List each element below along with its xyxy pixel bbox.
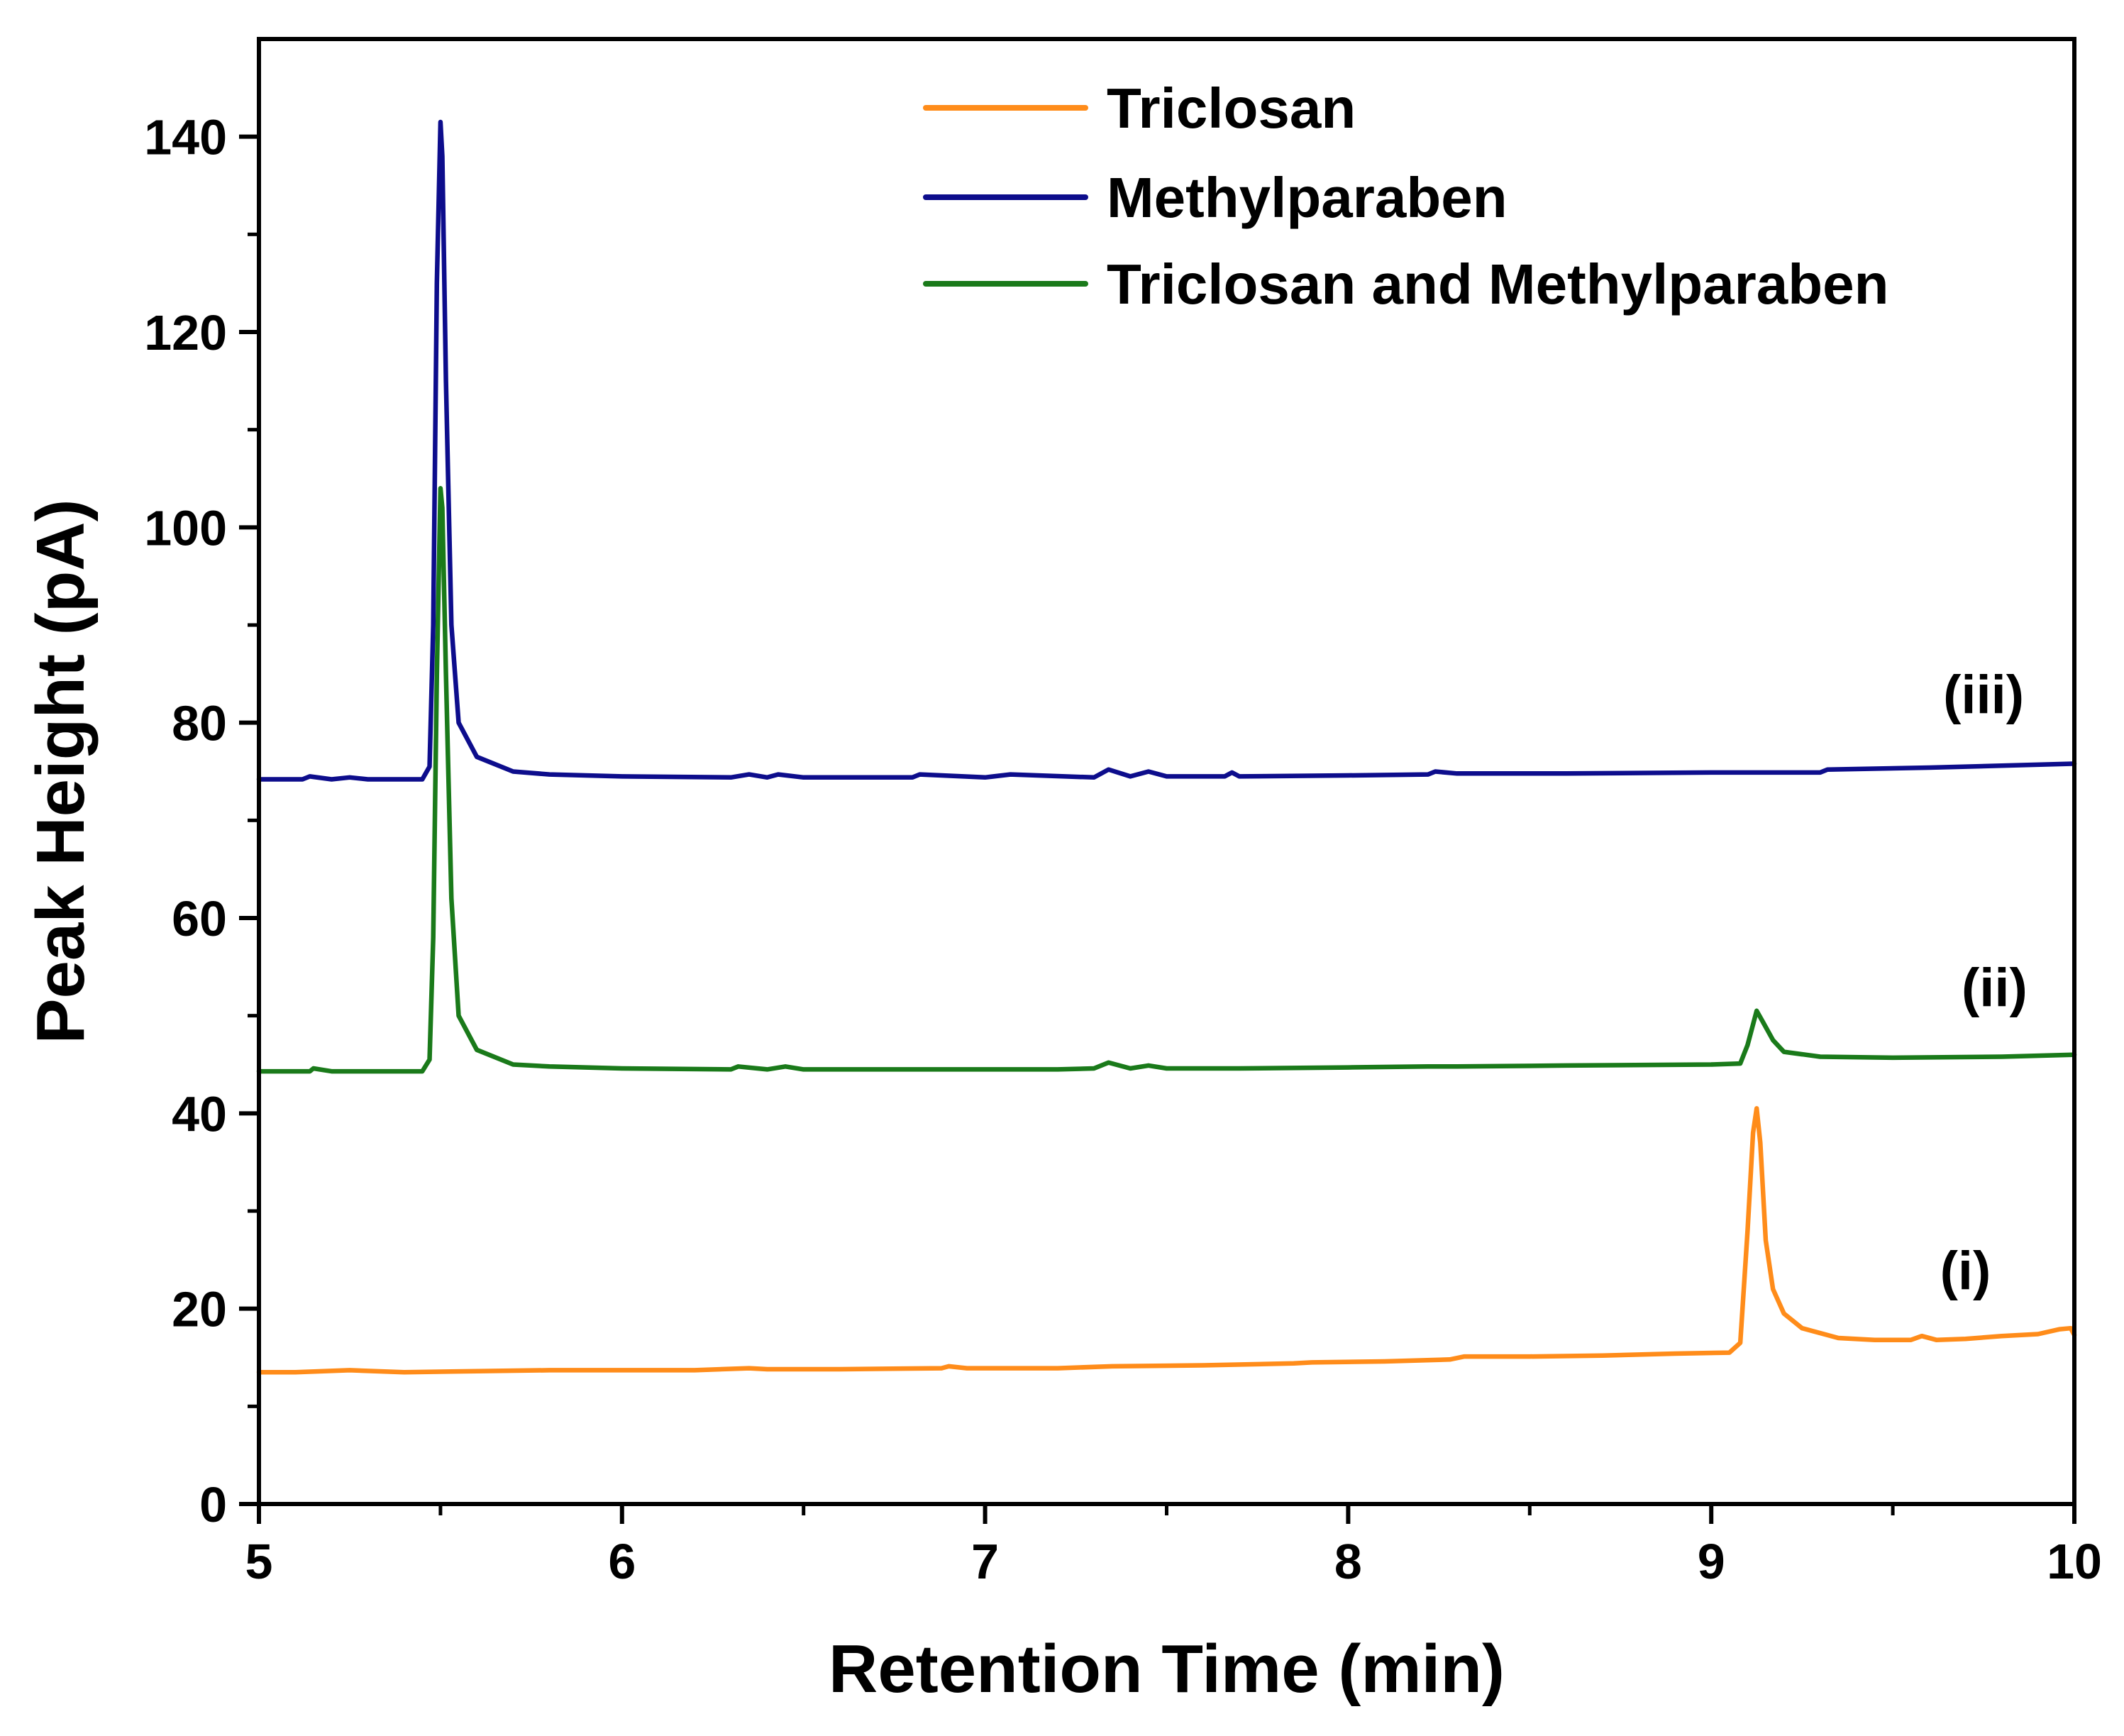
trace-labels: (i) (iii) (ii) — [1940, 665, 2028, 1301]
trace-label: (i) — [1940, 1241, 1991, 1301]
x-tick-label: 8 — [1334, 1534, 1362, 1589]
x-axis-title: Retention Time (min) — [829, 1631, 1505, 1707]
y-tick-label: 40 — [172, 1086, 227, 1141]
trace-label: (ii) — [1962, 958, 2028, 1018]
x-tick-label: 7 — [971, 1534, 999, 1589]
x-tick-label: 6 — [608, 1534, 636, 1589]
x-tick-label: 10 — [2047, 1534, 2102, 1589]
y-tick-label: 20 — [172, 1282, 227, 1337]
y-tick-label: 120 — [144, 305, 227, 360]
series-line-triclosan — [256, 1106, 2077, 1375]
y-tick-label: 0 — [199, 1477, 227, 1532]
legend: Triclosan Methylparaben Triclosan and Meth… — [923, 77, 1889, 316]
series-line-triclosan-and-methylparaben — [256, 486, 2077, 1074]
y-tick-label: 100 — [144, 500, 227, 555]
y-tick-label: 60 — [172, 891, 227, 946]
labels-layer: Retention Time (min) Peak Height (pA) — [23, 499, 1505, 1707]
legend-label-triclosan-and-methylparaben: Triclosan and Methylparaben — [1107, 253, 1889, 316]
x-tick-label: 9 — [1698, 1534, 1725, 1589]
y-axis-title: Peak Height (pA) — [23, 499, 99, 1044]
y-tick-label: 80 — [172, 696, 227, 751]
y-tick-label: 140 — [144, 110, 227, 165]
legend-label-triclosan: Triclosan — [1107, 77, 1356, 140]
series-line-methylparaben — [256, 119, 2077, 782]
x-tick-label: 5 — [245, 1534, 273, 1589]
legend-label-methylparaben: Methylparaben — [1107, 166, 1508, 229]
trace-label: (iii) — [1943, 665, 2024, 725]
series-layer — [256, 119, 2077, 1375]
